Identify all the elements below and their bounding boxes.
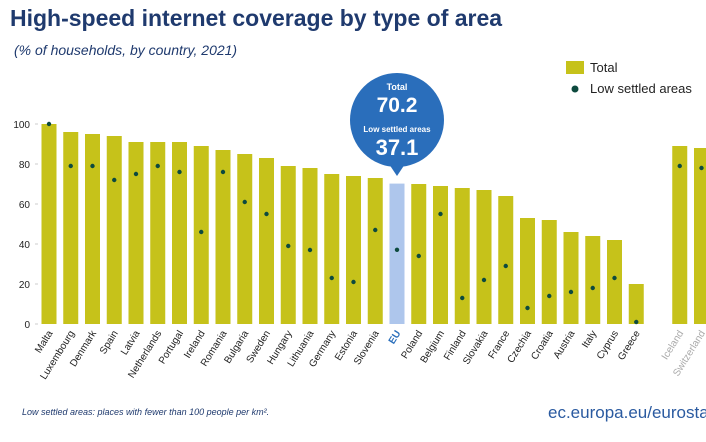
bar — [172, 142, 187, 324]
dot — [525, 305, 530, 311]
x-tick-label: Croatia — [529, 328, 556, 362]
dot — [133, 171, 139, 177]
bar — [85, 134, 100, 324]
bar — [367, 178, 383, 324]
chart-subtitle: (% of households, by country, 2021) — [14, 42, 237, 58]
dot — [612, 275, 617, 281]
bar — [237, 154, 253, 324]
bar — [150, 142, 166, 324]
bar — [63, 132, 79, 324]
legend-dot — [571, 85, 579, 93]
bar — [607, 240, 622, 324]
bar — [346, 176, 361, 324]
bar — [585, 236, 601, 324]
dot — [416, 253, 421, 259]
dot — [112, 177, 117, 183]
bar — [541, 220, 557, 324]
dot — [329, 275, 334, 281]
dot — [177, 169, 182, 175]
y-tick-label: 20 — [19, 280, 31, 291]
dot — [90, 163, 95, 169]
x-tick-label: Malta — [33, 328, 56, 355]
dot — [568, 289, 574, 295]
dot — [199, 229, 204, 235]
dot — [264, 211, 269, 217]
y-tick-label: 80 — [19, 160, 31, 171]
bar — [563, 232, 579, 324]
x-tick-label: Italy — [580, 329, 599, 350]
bar — [454, 188, 470, 324]
callout — [350, 73, 444, 167]
bar — [259, 158, 274, 324]
x-tick-label: EU — [387, 329, 404, 347]
bar — [672, 146, 688, 324]
dot — [634, 319, 639, 325]
footnote: Low settled areas: places with fewer tha… — [22, 407, 269, 417]
legend-label: Total — [590, 60, 618, 75]
bar — [389, 183, 405, 324]
callout-text: 37.1 — [376, 135, 419, 160]
bar — [433, 186, 448, 324]
dot — [286, 243, 291, 249]
dot — [307, 247, 313, 253]
dot — [460, 295, 465, 301]
legend-swatch — [566, 61, 584, 74]
dot — [373, 227, 378, 233]
chart-title: High-speed internet coverage by type of … — [10, 5, 502, 31]
bar — [215, 150, 231, 324]
dot — [677, 163, 682, 169]
dot — [155, 163, 160, 169]
callout-text: Total — [387, 82, 408, 92]
legend-label: Low settled areas — [590, 81, 692, 96]
x-tick-label: Greece — [616, 328, 643, 362]
bar — [41, 124, 57, 324]
bar — [520, 218, 535, 324]
dot — [68, 163, 73, 169]
callout-text: Low settled areas — [363, 125, 431, 134]
dot — [242, 199, 247, 205]
source: ec.europa.eu/eurostat — [548, 403, 706, 422]
bar — [476, 190, 492, 324]
y-tick-label: 60 — [19, 200, 31, 211]
dot — [220, 169, 226, 175]
dot — [351, 279, 356, 285]
dot — [438, 211, 443, 217]
bar — [324, 174, 340, 324]
y-tick-label: 100 — [13, 120, 30, 131]
bar — [498, 196, 514, 324]
dot — [481, 277, 487, 283]
dot — [590, 285, 595, 291]
bar — [106, 136, 122, 324]
dot — [46, 121, 52, 127]
callout-text: 70.2 — [377, 94, 418, 117]
y-tick-label: 0 — [24, 320, 30, 331]
dot — [503, 263, 508, 269]
y-tick-label: 40 — [19, 240, 31, 251]
bar — [628, 284, 644, 324]
dot — [394, 247, 400, 252]
x-tick-label: Austria — [552, 328, 578, 361]
bar — [302, 168, 318, 324]
dot — [699, 165, 704, 171]
bar — [193, 146, 209, 324]
bar — [694, 148, 706, 324]
dot — [547, 293, 552, 299]
callout-pointer — [389, 164, 405, 176]
bar — [128, 142, 144, 324]
x-tick-label: Spain — [98, 329, 121, 357]
